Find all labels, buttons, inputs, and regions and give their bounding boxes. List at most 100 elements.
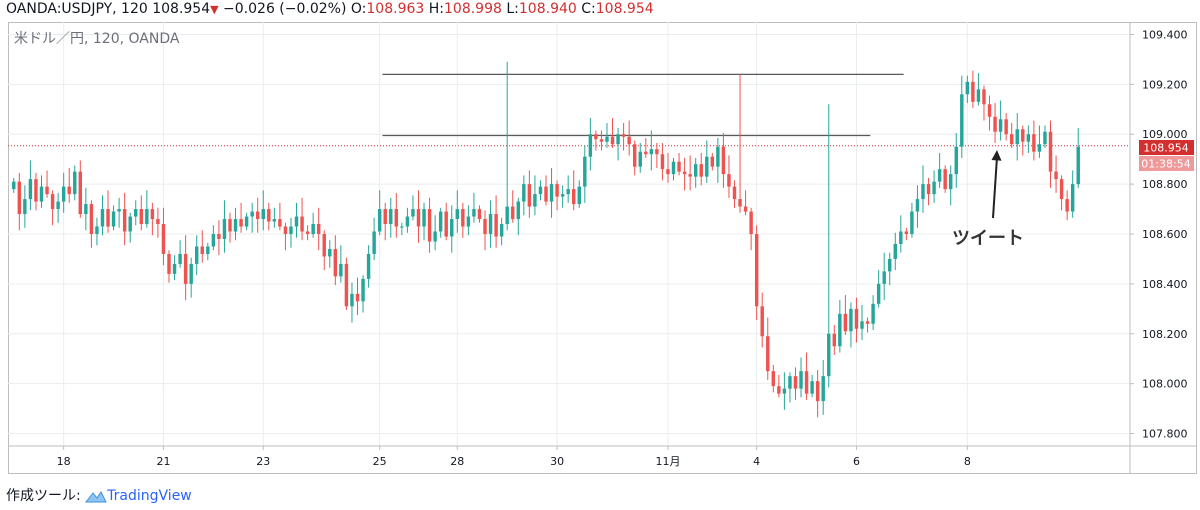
- candle-body: [400, 226, 404, 228]
- arrow-head-icon: [991, 150, 1002, 161]
- candle-body: [34, 179, 38, 202]
- candle-body: [605, 136, 609, 142]
- candle-body: [499, 224, 504, 237]
- candle-body: [278, 219, 282, 227]
- candle-body: [1004, 119, 1008, 135]
- candle-body: [782, 388, 787, 394]
- candle-body: [610, 136, 615, 145]
- candle-body: [117, 209, 121, 212]
- candle-body: [865, 321, 870, 324]
- candle-body: [921, 184, 925, 200]
- candles: [12, 61, 1080, 418]
- y-tick-label: 109.200: [1142, 78, 1188, 91]
- made-with-label: 作成ツール:: [6, 488, 81, 504]
- candle-body: [28, 179, 33, 200]
- y-tick-label: 108.400: [1142, 278, 1188, 291]
- tradingview-link[interactable]: TradingView: [107, 488, 192, 504]
- candle-body: [815, 381, 820, 402]
- candle-body: [322, 234, 326, 257]
- candle-body: [139, 209, 144, 225]
- candle-body: [588, 134, 593, 157]
- candle-body: [671, 161, 676, 175]
- candle-body: [926, 184, 931, 195]
- candle-body: [766, 336, 770, 372]
- candle-body: [383, 209, 387, 225]
- candle-body: [450, 219, 454, 237]
- last-price-tag: [1139, 140, 1194, 155]
- candle-body: [427, 209, 432, 242]
- candle-body: [932, 181, 936, 195]
- candle-body: [1021, 129, 1025, 142]
- y-tick-label: 108.600: [1142, 228, 1188, 241]
- candle-body: [477, 209, 482, 220]
- candle-body: [78, 171, 83, 215]
- candle-body: [183, 253, 188, 284]
- candle-body: [344, 263, 349, 307]
- close-value: 108.954: [595, 1, 654, 17]
- candle-body: [145, 209, 149, 225]
- candle-body: [1032, 134, 1036, 152]
- candle-body: [389, 209, 393, 225]
- candle-body: [616, 134, 620, 145]
- candle-body: [876, 283, 881, 304]
- candle-body: [411, 209, 415, 217]
- candle-body: [538, 186, 543, 195]
- candle-body: [666, 169, 670, 175]
- candle-body: [494, 214, 498, 237]
- candle-body: [1009, 134, 1014, 145]
- candle-body: [377, 209, 382, 232]
- candle-body: [39, 186, 44, 202]
- candle-body: [705, 156, 709, 177]
- candle-body: [128, 216, 132, 232]
- symbol-interval: , 120: [112, 1, 148, 17]
- candle-body: [572, 189, 576, 205]
- candle-body: [300, 216, 304, 232]
- candle-body: [200, 246, 204, 254]
- candle-body: [965, 81, 970, 95]
- candle-body: [1070, 184, 1075, 212]
- candle-body: [749, 211, 753, 234]
- candle-body: [771, 371, 776, 387]
- candle-body: [455, 209, 460, 220]
- candle-body: [461, 209, 465, 227]
- candle-body: [555, 184, 559, 197]
- candle-body: [516, 201, 520, 220]
- candle-body: [727, 174, 731, 187]
- candle-body: [255, 211, 260, 220]
- candle-body: [827, 333, 831, 377]
- price-change: −0.026 (−0.02%): [223, 1, 347, 17]
- candlestick-chart[interactable]: 109.400 109.200 109.000 108.800 108.600 108.4…: [8, 22, 1197, 474]
- last-price: 108.954: [152, 1, 211, 17]
- candle-body: [849, 308, 853, 332]
- candle-body: [732, 186, 737, 200]
- candle-body: [311, 224, 315, 234]
- candle-body: [161, 224, 166, 254]
- x-tick-label: 4: [753, 455, 760, 468]
- candle-body: [505, 206, 509, 225]
- candle-body: [189, 263, 193, 284]
- y-tick-label: 109.400: [1142, 28, 1188, 41]
- candle-body: [993, 116, 997, 132]
- candle-body: [89, 204, 94, 234]
- candle-body: [1048, 131, 1053, 172]
- low-value: 108.940: [518, 1, 577, 17]
- candle-body: [527, 184, 532, 207]
- candle-body: [760, 306, 764, 337]
- candle-body: [250, 211, 254, 217]
- last-price-tag-text: 108.954: [1143, 142, 1189, 155]
- chart-title: 米ドル／円, 120, OANDA: [14, 31, 180, 47]
- symbol-name: OANDA:USDJPY: [6, 1, 113, 17]
- candle-body: [888, 258, 892, 272]
- candle-body: [804, 371, 809, 394]
- candle-body: [832, 333, 837, 347]
- candle-body: [599, 139, 604, 142]
- candle-body: [416, 209, 421, 227]
- candle-body: [594, 134, 598, 140]
- candle-body: [915, 199, 920, 212]
- x-tick-label: 6: [853, 455, 860, 468]
- candle-body: [1043, 131, 1047, 145]
- candle-body: [738, 199, 742, 207]
- candle-body: [156, 219, 160, 225]
- open-label: O:: [350, 1, 367, 17]
- candle-body: [488, 214, 493, 234]
